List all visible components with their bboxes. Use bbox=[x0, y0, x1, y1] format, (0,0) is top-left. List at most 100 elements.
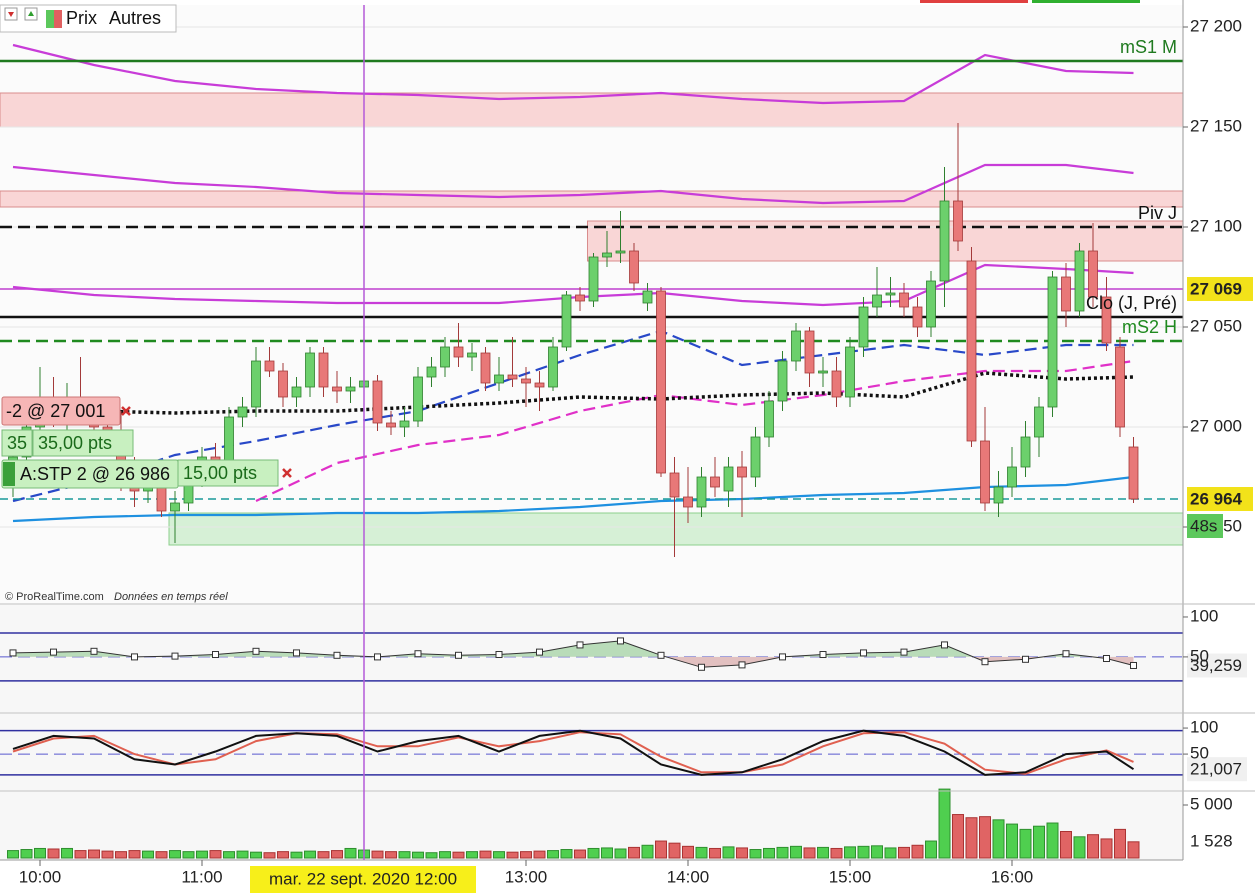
candle-body bbox=[723, 466, 734, 492]
candle-body bbox=[1020, 436, 1031, 468]
candle-body bbox=[413, 376, 423, 422]
volume-bar bbox=[466, 851, 478, 859]
x-tick-label: 11:00 bbox=[181, 867, 222, 886]
volume-bar bbox=[169, 850, 181, 859]
candle-body bbox=[467, 352, 477, 358]
point bbox=[617, 637, 624, 645]
volume-bar bbox=[452, 851, 465, 859]
volume-bar bbox=[412, 851, 424, 859]
candle-body bbox=[966, 260, 977, 442]
volume-bar bbox=[304, 850, 316, 859]
point bbox=[819, 651, 827, 659]
volume-bar bbox=[817, 846, 829, 859]
volume-bar bbox=[1019, 828, 1032, 859]
icon-candle bbox=[54, 10, 62, 28]
candle-body bbox=[764, 400, 774, 438]
volume-bar bbox=[1046, 822, 1059, 859]
candle-body bbox=[345, 386, 356, 392]
candle-body bbox=[912, 306, 923, 328]
point bbox=[90, 647, 98, 655]
point bbox=[374, 653, 381, 661]
volume-bar bbox=[493, 851, 505, 859]
point bbox=[252, 647, 260, 655]
volume-bar bbox=[952, 814, 964, 859]
volume-bar bbox=[398, 851, 411, 859]
y-tick-label: 5 000 bbox=[1190, 794, 1233, 813]
volume-bar bbox=[655, 840, 667, 859]
last-volume: 1 528 bbox=[1190, 831, 1233, 850]
volume-bar bbox=[88, 849, 100, 859]
volume-bar bbox=[871, 845, 883, 859]
point bbox=[50, 648, 57, 656]
volume-bar bbox=[763, 847, 775, 859]
volume-bar bbox=[533, 850, 546, 859]
candle-body bbox=[791, 330, 801, 362]
volume-bar bbox=[331, 850, 343, 859]
volume-bar bbox=[736, 847, 748, 859]
x-tick-label: 10:00 bbox=[19, 867, 62, 886]
volume-bar bbox=[34, 847, 46, 859]
point bbox=[900, 648, 908, 656]
cursor-label: mar. 22 sept. 2020 12:00 bbox=[269, 869, 457, 888]
candle-body bbox=[602, 252, 612, 258]
volume-bar bbox=[506, 851, 519, 859]
y-tick-label: 100 bbox=[1190, 718, 1218, 737]
point bbox=[9, 649, 17, 657]
close-icon[interactable] bbox=[282, 468, 292, 478]
point bbox=[414, 650, 422, 658]
volume-bar bbox=[155, 851, 168, 859]
cursor-label-bg bbox=[250, 866, 476, 893]
volume-bar bbox=[790, 845, 802, 859]
candle-body bbox=[1088, 250, 1098, 298]
icon-candle bbox=[46, 10, 54, 28]
area-above bbox=[13, 640, 1094, 657]
level-label: Piv J bbox=[1138, 203, 1177, 223]
volume-bar bbox=[425, 852, 438, 859]
point bbox=[333, 651, 341, 659]
volume-bar bbox=[1100, 838, 1113, 859]
tab-autres[interactable]: Autres bbox=[109, 8, 161, 28]
volume-bar bbox=[938, 788, 951, 859]
volume-bar bbox=[263, 852, 276, 859]
source: © ProRealTime.com bbox=[5, 591, 104, 603]
candle-body bbox=[372, 380, 383, 424]
candle-body bbox=[332, 386, 342, 392]
timer-bg bbox=[1187, 514, 1223, 538]
volume-bar bbox=[182, 851, 195, 859]
point bbox=[131, 653, 138, 661]
zone bbox=[168, 512, 1184, 546]
candle-body bbox=[1007, 466, 1017, 488]
candle-body bbox=[534, 382, 545, 388]
volume-bar bbox=[682, 845, 694, 859]
volume-bar bbox=[749, 849, 762, 859]
volume-bar bbox=[1006, 823, 1018, 859]
icon-arrow bbox=[8, 12, 14, 17]
indicator-line bbox=[12, 475, 1134, 523]
indicator-line bbox=[255, 359, 1134, 502]
candle-body bbox=[305, 352, 315, 388]
candle-body bbox=[885, 292, 896, 296]
candle-body bbox=[642, 290, 653, 304]
order-field-text: 15,00 pts bbox=[183, 463, 257, 483]
candle-body bbox=[872, 294, 882, 308]
candle-body bbox=[899, 292, 909, 308]
candle-body bbox=[737, 466, 747, 478]
candle-body bbox=[494, 374, 504, 384]
volume-bar bbox=[1087, 834, 1099, 859]
volume-bar bbox=[911, 844, 924, 859]
y-tick-label: 50 bbox=[1190, 646, 1209, 665]
x-tick-label: 16:00 bbox=[991, 867, 1034, 886]
top-tab bbox=[1032, 0, 1140, 3]
point bbox=[657, 651, 665, 659]
volume-bar bbox=[290, 851, 303, 859]
volume-bar bbox=[898, 846, 910, 859]
volume-bar bbox=[7, 850, 19, 859]
close-icon[interactable] bbox=[121, 406, 131, 416]
candle-body bbox=[980, 440, 990, 504]
volume-bar bbox=[776, 846, 789, 859]
tab-prix[interactable]: Prix bbox=[66, 8, 97, 28]
point bbox=[981, 658, 989, 666]
volume-bar bbox=[128, 850, 141, 859]
candle-body bbox=[440, 346, 450, 368]
series-line bbox=[12, 731, 1134, 775]
